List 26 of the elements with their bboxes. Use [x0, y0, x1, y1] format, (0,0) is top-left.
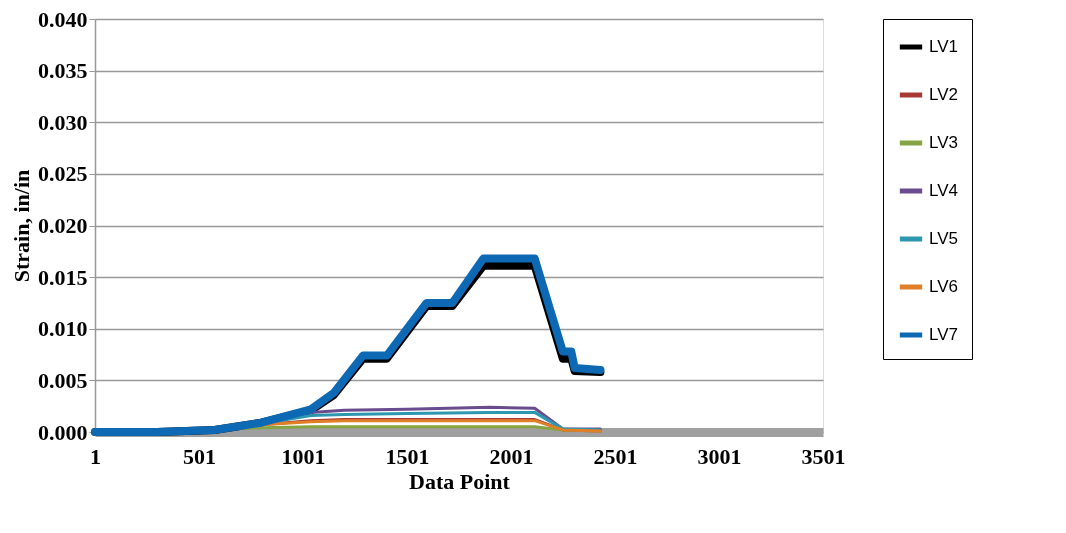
y-tick-label: 0.020 [38, 213, 88, 238]
legend-label: LV7 [929, 325, 958, 344]
x-tick-label: 1501 [385, 443, 430, 469]
y-tick-label: 0.010 [38, 316, 88, 342]
y-tick-label: 0.025 [38, 161, 88, 187]
y-tick-label: 0.005 [38, 367, 88, 393]
legend-label: LV5 [929, 229, 958, 248]
legend-label: LV3 [929, 133, 958, 152]
x-tick-label: 3001 [697, 443, 742, 469]
x-tick-label: 2001 [489, 443, 534, 469]
legend-label: LV1 [929, 37, 958, 56]
legend-label: LV6 [929, 277, 958, 296]
x-tick-label: 3501 [801, 443, 846, 469]
y-tick-label: 0.035 [38, 58, 88, 84]
y-tick-label: 0.015 [38, 264, 88, 290]
legend-label: LV2 [929, 85, 958, 104]
y-axis-title: Strain, in/in [9, 169, 34, 283]
x-tick-label: 2501 [593, 443, 638, 469]
y-tick-label: 0.040 [38, 6, 88, 32]
x-axis-title: Data Point [409, 468, 511, 494]
x-tick-label: 1001 [281, 443, 326, 469]
x-tick-label: 1 [90, 443, 101, 469]
y-tick-label: 0.030 [38, 109, 88, 135]
legend-label: LV4 [929, 181, 958, 200]
y-tick-label: 0.000 [38, 419, 88, 445]
x-tick-label: 501 [183, 443, 216, 469]
